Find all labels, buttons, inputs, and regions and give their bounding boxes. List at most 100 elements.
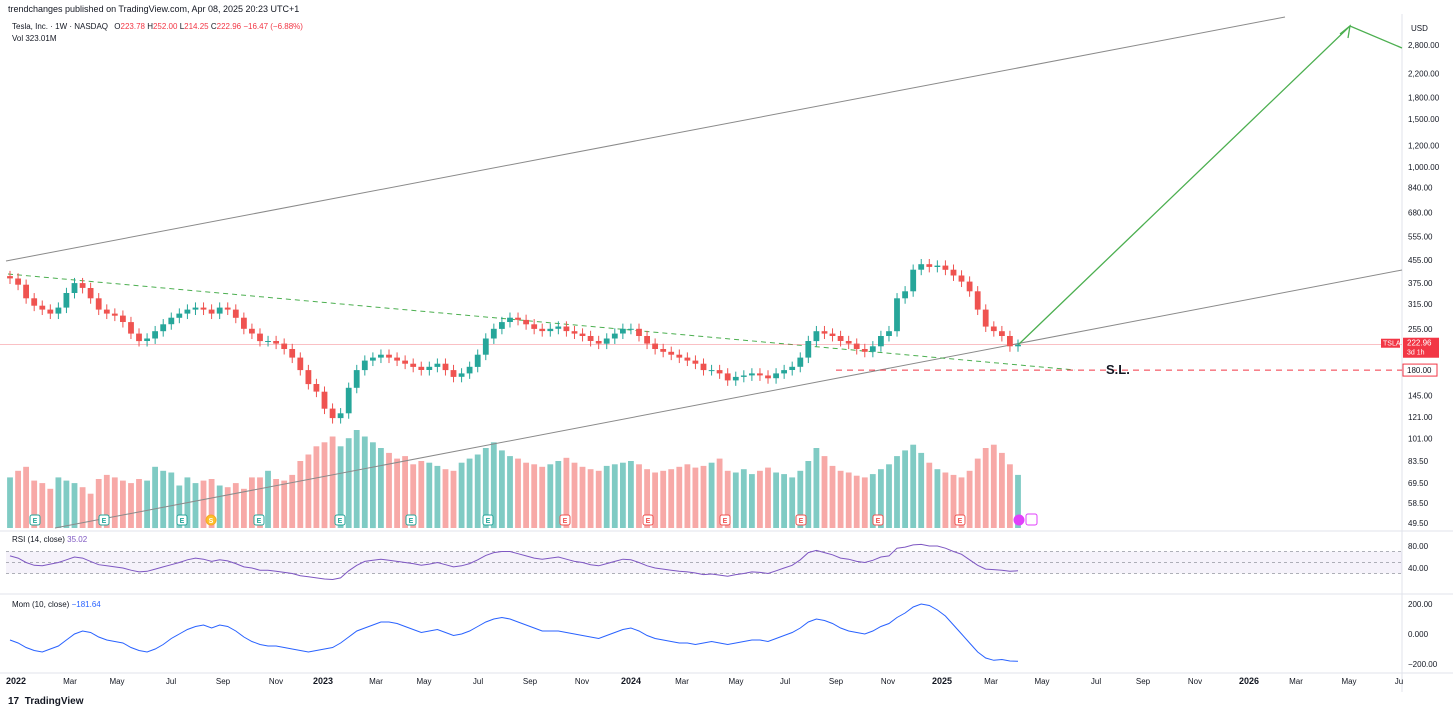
volume-bar — [79, 487, 86, 528]
price-tick-label: 1,000.00 — [1408, 163, 1440, 172]
volume-bar — [466, 458, 473, 528]
stop-loss-tag — [1402, 363, 1438, 377]
time-tick-label: Sep — [523, 677, 538, 686]
price-tick-label: 315.00 — [1408, 300, 1433, 309]
volume-bar — [160, 470, 167, 528]
candle-body — [523, 319, 529, 325]
candle-body — [482, 338, 489, 355]
stop-loss-label: S.L. — [1106, 362, 1130, 377]
high-value: 252.00 — [152, 22, 178, 31]
candle-body — [192, 307, 199, 310]
volume-bar — [869, 474, 876, 528]
candle-body — [281, 343, 288, 349]
volume-bar — [595, 470, 602, 528]
time-tick-label: May — [1034, 677, 1049, 686]
volume-bar — [982, 448, 989, 528]
volume-bar — [120, 480, 126, 528]
volume-bar — [7, 477, 13, 528]
price-tick-label: 2,200.00 — [1408, 70, 1440, 79]
volume-bar — [894, 456, 900, 528]
symbol-tag-text: TSLA — [1383, 341, 1401, 348]
volume-bar — [990, 444, 997, 528]
time-tick-label: 2023 — [313, 676, 333, 686]
earnings-icon: E — [98, 514, 110, 526]
earnings-icon-letter: E — [33, 518, 38, 525]
volume-bar — [87, 493, 94, 528]
volume-bar — [636, 464, 642, 528]
candle-body — [273, 341, 279, 344]
candle-body — [361, 360, 368, 371]
candle-body — [547, 328, 554, 332]
time-tick-label: 2022 — [6, 676, 26, 686]
earnings-icon-frame — [559, 514, 571, 526]
volume-bar — [1015, 474, 1021, 528]
close-label: C — [210, 22, 217, 31]
price-tick-label: 1,200.00 — [1408, 141, 1440, 150]
time-tick-label: Mar — [369, 677, 383, 686]
candle-body — [337, 413, 344, 419]
candle-body — [313, 384, 320, 392]
volume-bar — [740, 469, 747, 528]
volume-bar — [587, 469, 594, 528]
time-tick-label: Mar — [1289, 677, 1303, 686]
price-chart[interactable]: S.L. E E E S E E E E E E E E E E 2,800.00 2,200.00 1,80… — [0, 0, 1453, 692]
open-label: O — [114, 22, 121, 31]
candle-body — [531, 324, 538, 329]
target-arrow-head — [1339, 24, 1351, 39]
volume-bar — [789, 477, 796, 528]
price-tick-label: 455.00 — [1408, 256, 1433, 265]
volume-bar — [813, 448, 820, 528]
candle-body — [249, 328, 255, 334]
volume-bar — [652, 472, 658, 528]
momentum-tick-label: 0.000 — [1408, 630, 1429, 639]
candle-body — [765, 375, 771, 379]
volume-bar — [474, 454, 481, 528]
time-tick-label: Sep — [1136, 677, 1151, 686]
rsi-legend: RSI (14, close) 35.02 — [12, 535, 87, 544]
time-tick-label: Nov — [575, 677, 589, 686]
volume-bar — [531, 464, 538, 528]
volume-bar — [321, 442, 328, 529]
volume-bar — [305, 454, 312, 528]
time-tick-label: Mar — [984, 677, 998, 686]
earnings-icon: E — [795, 514, 807, 526]
momentum-value: −181.64 — [71, 600, 101, 609]
time-tick-label: Jul — [166, 677, 176, 686]
volume-bar — [111, 477, 118, 528]
candle-body — [55, 307, 62, 314]
volume-bar — [257, 477, 263, 528]
lower-channel-line — [54, 269, 1403, 529]
earnings-icon: E — [642, 514, 654, 526]
candle-body — [257, 333, 263, 342]
candle-body — [789, 366, 796, 370]
time-tick-label: Jul — [473, 677, 483, 686]
tradingview-logo-icon: 17 — [8, 696, 20, 707]
earnings-icon-letter: E — [723, 518, 728, 525]
volume-bar — [966, 470, 973, 528]
candle-body — [128, 322, 134, 334]
candle-body — [902, 291, 908, 299]
volume-bar — [910, 444, 917, 528]
volume-bar — [394, 458, 400, 528]
volume-bar — [47, 488, 54, 528]
candle-body — [241, 317, 247, 329]
candle-body — [47, 309, 54, 314]
trend-drawings: S.L. — [0, 16, 1403, 529]
earnings-icon-letter: S — [209, 518, 214, 525]
candle-body — [434, 363, 441, 367]
candle-body — [579, 333, 586, 336]
earnings-icon-frame — [954, 514, 966, 526]
price-tick-label: 83.50 — [1408, 457, 1429, 466]
price-tick-label: 1,500.00 — [1408, 115, 1440, 124]
volume-bar — [168, 472, 175, 528]
time-tick-label: Ju — [1395, 677, 1403, 686]
volume-bar — [241, 488, 247, 528]
price-tick-label: 58.50 — [1408, 499, 1429, 508]
volume-bar — [821, 456, 828, 528]
volume-bar — [370, 442, 376, 529]
candle-body — [31, 298, 38, 306]
close-value: 222.96 — [216, 22, 242, 31]
candle-body — [587, 336, 594, 341]
volume-bar — [499, 450, 505, 528]
volume-bar — [426, 462, 433, 528]
